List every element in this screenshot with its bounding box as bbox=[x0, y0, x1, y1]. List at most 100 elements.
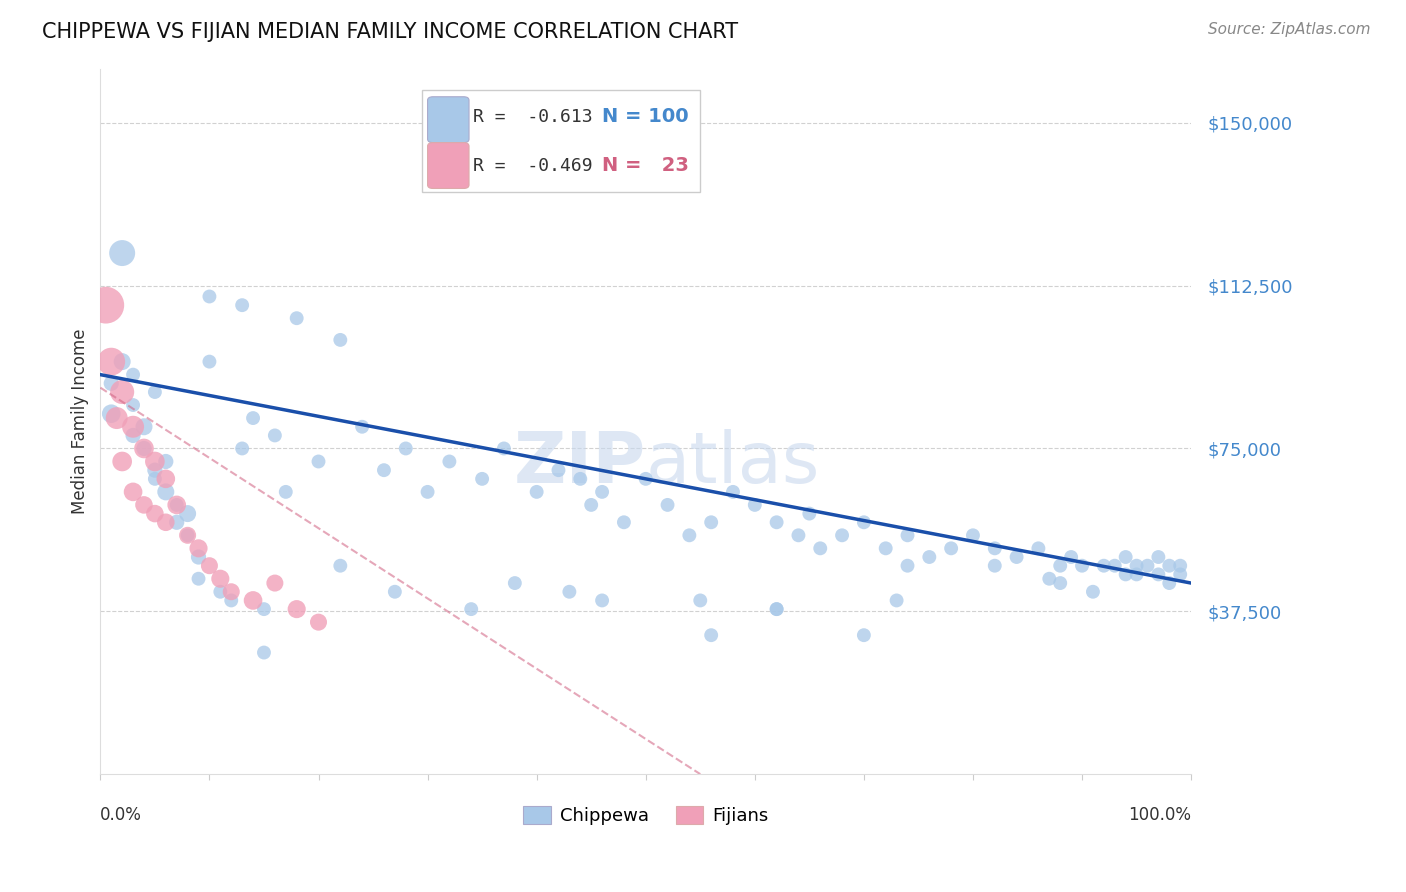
Point bbox=[166, 516, 188, 530]
Point bbox=[939, 541, 962, 556]
Point bbox=[808, 541, 831, 556]
Point bbox=[1168, 567, 1191, 582]
Point bbox=[373, 463, 395, 477]
Point bbox=[1125, 558, 1147, 573]
Point bbox=[700, 628, 723, 642]
Point bbox=[263, 576, 285, 591]
Point bbox=[176, 528, 198, 542]
Point bbox=[1159, 558, 1181, 573]
Point bbox=[176, 507, 198, 521]
Text: N = 100: N = 100 bbox=[602, 107, 689, 126]
FancyBboxPatch shape bbox=[422, 90, 700, 192]
Point bbox=[132, 419, 155, 434]
Point bbox=[1147, 567, 1170, 582]
Point bbox=[263, 428, 285, 442]
Point bbox=[1147, 549, 1170, 564]
FancyBboxPatch shape bbox=[427, 143, 470, 188]
Point bbox=[1125, 567, 1147, 582]
Point bbox=[100, 407, 122, 421]
Point bbox=[547, 463, 569, 477]
Point bbox=[187, 541, 209, 556]
Point bbox=[100, 376, 122, 391]
Point bbox=[384, 584, 406, 599]
Point bbox=[122, 368, 145, 382]
Point bbox=[1081, 584, 1104, 599]
Point bbox=[155, 472, 177, 486]
Point bbox=[1060, 549, 1083, 564]
Point bbox=[111, 384, 134, 399]
Point bbox=[591, 484, 613, 499]
Point bbox=[187, 549, 209, 564]
Point bbox=[1028, 541, 1050, 556]
Point bbox=[111, 354, 134, 368]
Point bbox=[166, 498, 188, 512]
Text: N =   23: N = 23 bbox=[602, 156, 689, 176]
Point bbox=[613, 516, 636, 530]
Point bbox=[143, 454, 166, 468]
Point bbox=[285, 311, 308, 326]
Point bbox=[689, 593, 711, 607]
Point bbox=[492, 442, 515, 456]
Point bbox=[962, 528, 984, 542]
Legend: Chippewa, Fijians: Chippewa, Fijians bbox=[523, 805, 768, 825]
Point bbox=[1038, 572, 1060, 586]
Point bbox=[132, 442, 155, 456]
Point bbox=[1115, 567, 1137, 582]
Point bbox=[253, 646, 276, 660]
Point bbox=[143, 384, 166, 399]
Point bbox=[1049, 558, 1071, 573]
Point bbox=[1049, 576, 1071, 591]
Point bbox=[852, 628, 875, 642]
Point bbox=[765, 602, 787, 616]
Point bbox=[852, 516, 875, 530]
Point bbox=[918, 549, 941, 564]
Point bbox=[721, 484, 744, 499]
Point bbox=[558, 584, 581, 599]
Point bbox=[219, 584, 242, 599]
Point bbox=[896, 558, 918, 573]
Point bbox=[439, 454, 461, 468]
Point bbox=[984, 541, 1007, 556]
Point bbox=[799, 507, 821, 521]
Point bbox=[122, 428, 145, 442]
Point bbox=[1168, 558, 1191, 573]
Point bbox=[105, 411, 128, 425]
Point bbox=[209, 572, 232, 586]
Point bbox=[143, 472, 166, 486]
Text: Source: ZipAtlas.com: Source: ZipAtlas.com bbox=[1208, 22, 1371, 37]
Point bbox=[1159, 576, 1181, 591]
Point bbox=[253, 602, 276, 616]
Point bbox=[231, 442, 253, 456]
Point bbox=[198, 558, 221, 573]
Point bbox=[176, 528, 198, 542]
Text: CHIPPEWA VS FIJIAN MEDIAN FAMILY INCOME CORRELATION CHART: CHIPPEWA VS FIJIAN MEDIAN FAMILY INCOME … bbox=[42, 22, 738, 42]
Point bbox=[94, 298, 117, 312]
Point bbox=[526, 484, 548, 499]
Point bbox=[634, 472, 657, 486]
Point bbox=[591, 593, 613, 607]
Point bbox=[1071, 558, 1094, 573]
Point bbox=[198, 354, 221, 368]
Point bbox=[765, 602, 787, 616]
Point bbox=[143, 463, 166, 477]
Point bbox=[744, 498, 766, 512]
Point bbox=[329, 333, 352, 347]
Point bbox=[569, 472, 592, 486]
Point bbox=[787, 528, 810, 542]
Point bbox=[122, 419, 145, 434]
Point bbox=[886, 593, 908, 607]
Point bbox=[285, 602, 308, 616]
Point bbox=[1115, 549, 1137, 564]
Point bbox=[471, 472, 494, 486]
Point bbox=[896, 528, 918, 542]
Point bbox=[242, 411, 264, 425]
Point bbox=[1092, 558, 1115, 573]
Text: 100.0%: 100.0% bbox=[1128, 805, 1191, 824]
Point bbox=[111, 454, 134, 468]
Point bbox=[166, 498, 188, 512]
Point bbox=[308, 615, 330, 629]
Point bbox=[831, 528, 853, 542]
Point bbox=[111, 246, 134, 260]
Text: R =  -0.613: R = -0.613 bbox=[474, 108, 593, 126]
Point bbox=[1136, 558, 1159, 573]
